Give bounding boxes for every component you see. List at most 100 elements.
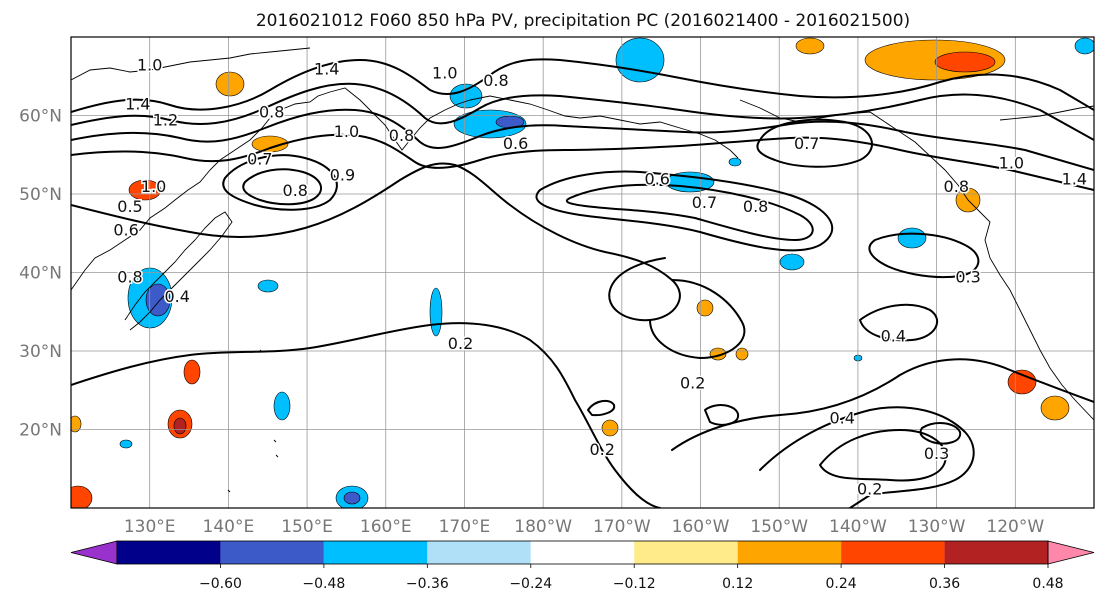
colorbar-segment xyxy=(323,541,428,564)
colorbar: −0.60 −0.48 −0.36 −0.24 −0.12 0.12 0.24 0.36 0.4… xyxy=(70,540,1095,592)
precip-patch xyxy=(795,37,825,55)
precip-patch xyxy=(934,51,996,73)
contour-label: 0.8 xyxy=(483,71,508,90)
longitude-tick-label: 150°W xyxy=(750,517,808,537)
contour-label: 0.2 xyxy=(680,373,705,392)
precip-patch xyxy=(1074,37,1094,55)
colorbar-segment xyxy=(530,541,635,564)
latitude-tick-label: 30°N xyxy=(19,342,62,362)
pv-contour xyxy=(71,58,1094,113)
contour-label: 0.3 xyxy=(955,267,980,286)
precip-patch xyxy=(728,157,742,167)
precip-patch xyxy=(696,299,714,317)
precip-patch xyxy=(615,37,665,83)
contour-label: 0.7 xyxy=(692,193,717,212)
colorbar-tick-label: −0.24 xyxy=(509,576,552,592)
contour-label: 0.4 xyxy=(165,287,190,306)
precip-patch xyxy=(119,439,133,449)
latitude-tick-label: 60°N xyxy=(19,107,62,127)
pv-contour xyxy=(222,154,338,211)
longitude-tick-label: 130°W xyxy=(908,517,966,537)
contour-label: 0.2 xyxy=(448,334,473,353)
precip-patch xyxy=(601,419,619,437)
pv-contour xyxy=(535,170,834,252)
pv-contour xyxy=(756,118,873,168)
contour-label: 1.4 xyxy=(125,95,150,114)
contour-label: 0.5 xyxy=(117,197,142,216)
colorbar-tick-label: −0.36 xyxy=(406,576,449,592)
colorbar-tick-label: 0.24 xyxy=(826,576,857,592)
pv-contour xyxy=(565,183,814,241)
contour-label-layer: 1.0 1.41.41.2 0.81.0 0.81.0 0.8 0.60.70.90.81… xyxy=(112,54,1089,500)
coastline-east-asia xyxy=(71,91,331,291)
pv-contour xyxy=(71,108,1094,171)
colorbar-tick-label: −0.12 xyxy=(613,576,656,592)
contour-label: 1.0 xyxy=(432,63,457,82)
precip-patch xyxy=(735,347,749,361)
contour-label: 0.2 xyxy=(857,479,882,498)
colorbar-segment xyxy=(737,541,842,564)
colorbar-segment xyxy=(841,541,945,564)
colorbar-segment xyxy=(117,541,221,564)
pv-contour xyxy=(859,303,938,342)
contour-label: 1.0 xyxy=(137,55,162,74)
precip-patch xyxy=(183,359,201,385)
contour-label: 0.8 xyxy=(117,267,142,286)
contour-label: 1.2 xyxy=(153,110,178,129)
contour-label: 0.2 xyxy=(589,440,614,459)
colorbar-segment xyxy=(944,541,1048,564)
longitude-tick-label: 180°W xyxy=(514,517,572,537)
precip-patch xyxy=(251,135,289,153)
map-panel: 1.0 1.41.41.2 0.81.0 0.81.0 0.8 0.60.70.90.81… xyxy=(71,37,1094,508)
contour-label: 0.4 xyxy=(881,326,906,345)
contour-label: 0.3 xyxy=(924,444,949,463)
pv-contour xyxy=(649,279,746,359)
contour-label: 1.0 xyxy=(141,177,166,196)
pv-contour xyxy=(868,232,980,279)
pv-contour-layer xyxy=(71,58,1094,508)
contour-label: 0.8 xyxy=(283,181,308,200)
precip-patch xyxy=(665,171,715,193)
longitude-tick-label: 140°E xyxy=(203,517,255,537)
longitude-tick-label: 160°E xyxy=(360,517,412,537)
contour-label: 0.7 xyxy=(247,150,272,169)
colorbar-extend-high xyxy=(1047,540,1095,565)
latitude-tick-label: 50°N xyxy=(19,185,62,205)
longitude-tick-label: 140°W xyxy=(829,517,887,537)
precip-patch xyxy=(779,253,805,271)
longitude-tick-label: 170°E xyxy=(439,517,491,537)
longitude-tick-label: 160°W xyxy=(672,517,730,537)
colorbar-outline xyxy=(116,540,1049,565)
pv-contour xyxy=(242,168,323,206)
pv-contour xyxy=(71,133,1094,191)
latitude-tick-label: 20°N xyxy=(19,421,62,441)
contour-label: 0.8 xyxy=(944,177,969,196)
precip-patch xyxy=(897,227,927,249)
longitude-labels: 130°E 140°E 150°E 160°E 170°E 180°W 170°W 160°W… xyxy=(124,517,1045,537)
longitude-tick-label: 150°E xyxy=(281,517,333,537)
colorbar-tick-label: 0.48 xyxy=(1032,576,1063,592)
contour-label: 0.4 xyxy=(829,409,854,428)
precip-shading-layer xyxy=(71,37,1094,508)
contour-label: 0.6 xyxy=(645,169,670,188)
precip-patch xyxy=(1040,395,1070,421)
precip-patch xyxy=(71,485,93,508)
pv-contour xyxy=(71,82,1094,141)
latitude-tick-label: 40°N xyxy=(19,264,62,284)
precip-patch xyxy=(449,83,483,109)
pv-contour xyxy=(704,404,740,426)
precip-patch xyxy=(429,287,443,337)
colorbar-segment xyxy=(634,541,738,564)
coastline-north-asia xyxy=(71,47,311,81)
pv-contour xyxy=(671,358,1094,451)
contour-label: 0.7 xyxy=(794,134,819,153)
contour-label: 1.4 xyxy=(314,59,339,78)
map-frame xyxy=(70,36,1095,509)
contour-label: 0.9 xyxy=(330,165,355,184)
pv-contour xyxy=(819,429,947,482)
contour-label: 1.0 xyxy=(999,154,1024,173)
colorbar-tick-label: −0.60 xyxy=(199,576,242,592)
contour-label: 0.8 xyxy=(389,126,414,145)
contour-label: 0.8 xyxy=(743,197,768,216)
precip-patch xyxy=(173,417,187,435)
